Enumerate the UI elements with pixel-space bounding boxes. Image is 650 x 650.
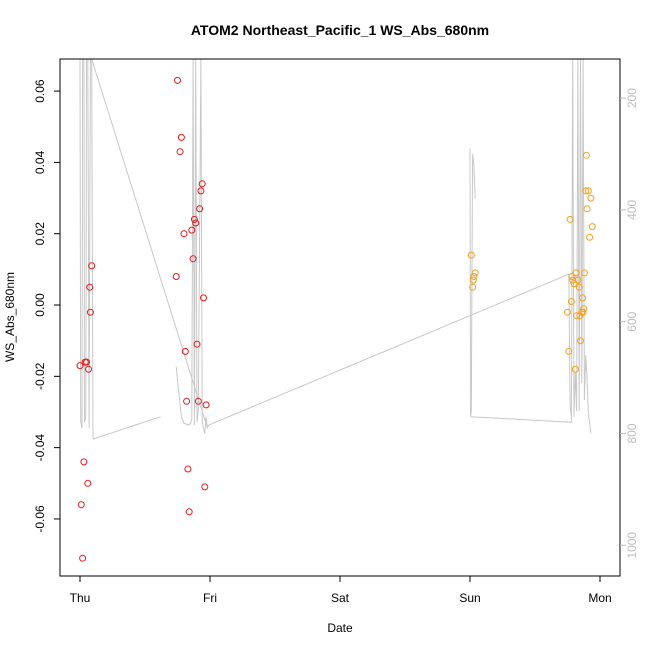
y-tick-label: -0.04 — [33, 434, 47, 462]
data-point — [568, 273, 576, 280]
data-point — [83, 358, 90, 366]
data-point — [202, 401, 210, 409]
data-point — [469, 276, 477, 284]
data-point — [174, 76, 181, 84]
y-tick-label: 0.04 — [33, 150, 47, 174]
x-tick-label: Sat — [331, 591, 350, 605]
data-point — [192, 219, 200, 227]
y-tick-label: 0.02 — [33, 222, 47, 246]
data-point — [183, 397, 191, 405]
data-point — [177, 133, 185, 141]
depth-trace-segment — [92, 416, 161, 440]
data-point — [588, 223, 596, 231]
x-tick-label: Sun — [459, 591, 480, 605]
chart-title: ATOM2 Northeast_Pacific_1 WS_Abs_680nm — [191, 22, 489, 38]
depth-trace-segment — [208, 273, 569, 426]
y2-tick-label: 800 — [625, 423, 639, 443]
y2-axis: 200 400 600 800 1000 — [620, 88, 639, 559]
data-point — [565, 347, 573, 355]
data-point — [573, 312, 581, 320]
y2-tick-label: 600 — [625, 311, 639, 331]
data-point — [567, 298, 575, 305]
x-axis: Thu Fri Sat Sun Mon — [70, 576, 612, 605]
y-tick-label: -0.06 — [33, 505, 47, 533]
data-point — [571, 365, 579, 373]
data-point — [580, 305, 588, 313]
data-point — [85, 365, 92, 373]
data-point — [196, 205, 204, 213]
data-point — [77, 501, 85, 509]
data-point — [188, 226, 196, 234]
data-point — [569, 276, 577, 284]
data-point — [572, 269, 580, 277]
data-point — [575, 283, 583, 291]
data-point — [574, 276, 582, 284]
data-point — [176, 148, 184, 156]
data-point — [583, 205, 591, 213]
depth-trace-segment — [568, 274, 572, 417]
data-point — [580, 269, 588, 277]
x-tick-label: Mon — [588, 591, 611, 605]
x-tick-label: Fri — [203, 591, 217, 605]
x-axis-label: Date — [327, 621, 353, 635]
data-point — [586, 233, 594, 241]
data-point — [469, 283, 477, 291]
data-point — [84, 479, 92, 487]
data-point — [200, 294, 207, 302]
data-point — [189, 255, 197, 263]
data-point — [566, 215, 574, 223]
data-point — [198, 180, 206, 188]
data-point — [86, 308, 94, 316]
y-tick-label: 0.00 — [33, 293, 47, 317]
data-point — [584, 187, 592, 195]
data-point — [577, 337, 584, 345]
x-tick-label: Thu — [70, 591, 91, 605]
data-point — [76, 362, 84, 370]
data-point — [582, 151, 590, 159]
data-point — [579, 294, 586, 302]
data-point — [587, 194, 595, 202]
data-point — [579, 308, 587, 316]
data-point — [194, 397, 202, 405]
data-point — [470, 273, 478, 280]
data-point — [201, 483, 209, 491]
data-points — [76, 76, 596, 562]
data-point — [582, 187, 590, 195]
data-point — [467, 251, 475, 259]
y-axis-label: WS_Abs_680nm — [3, 272, 17, 362]
data-point — [190, 215, 198, 223]
data-point — [471, 269, 479, 277]
data-point — [79, 554, 87, 562]
data-point — [86, 283, 94, 291]
data-point — [181, 347, 189, 355]
data-point — [564, 308, 571, 316]
data-point — [88, 262, 96, 270]
data-point — [80, 458, 88, 466]
data-point — [180, 230, 188, 238]
y-tick-label: -0.02 — [33, 362, 47, 390]
depth-trace-segment — [91, 58, 208, 429]
y2-tick-label: 1000 — [625, 532, 639, 559]
data-point — [197, 187, 205, 195]
data-point — [193, 340, 201, 348]
data-point — [570, 280, 578, 288]
y-axis: -0.06 -0.04 -0.02 0.00 0.02 0.04 0.06 — [33, 79, 60, 533]
data-point — [172, 273, 180, 280]
depth-trace-segment — [175, 58, 210, 434]
data-point — [185, 508, 193, 516]
y2-tick-label: 400 — [625, 200, 639, 220]
data-point — [184, 465, 192, 473]
y2-tick-label: 200 — [625, 88, 639, 108]
y-tick-label: 0.06 — [33, 79, 47, 103]
